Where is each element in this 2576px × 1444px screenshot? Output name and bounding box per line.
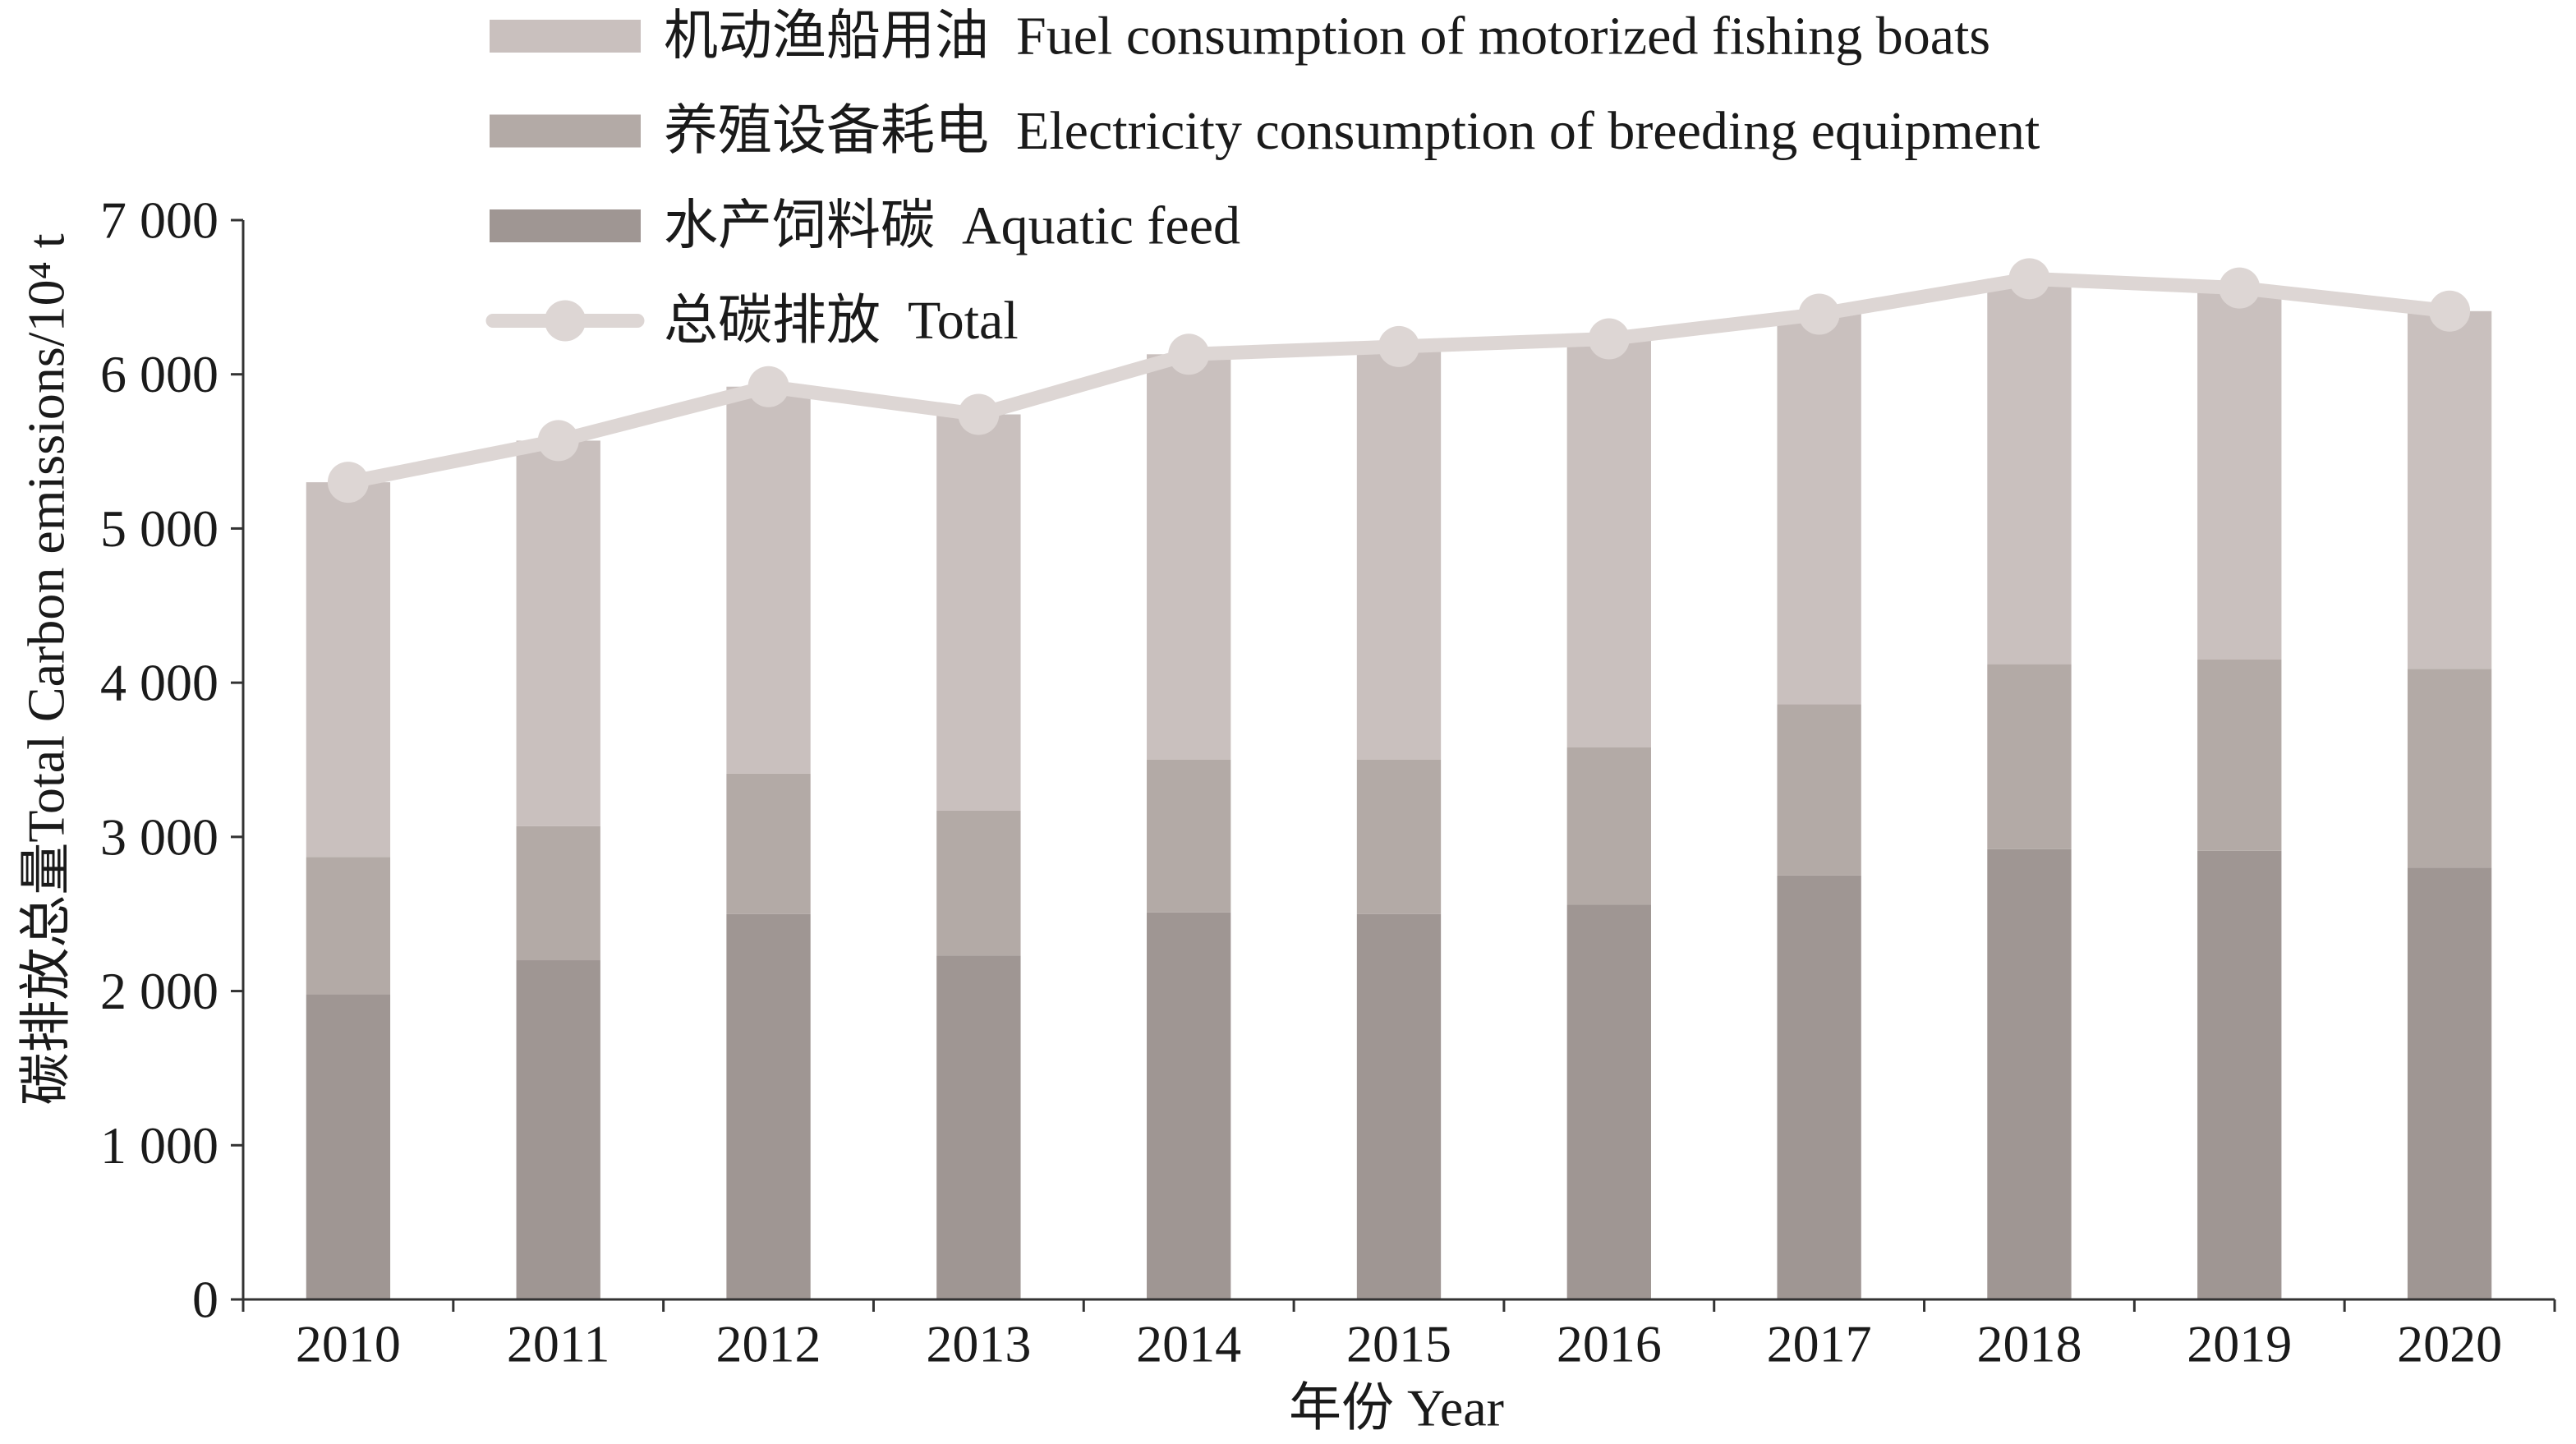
x-tick-label: 2015 xyxy=(1346,1315,1451,1373)
bar-electricity-2020 xyxy=(2407,669,2492,868)
bar-fuel-2016 xyxy=(1566,338,1651,747)
legend-label: 水产饲料碳 Aquatic feed xyxy=(664,196,1240,256)
bar-electricity-2019 xyxy=(2197,659,2282,851)
bar-aquatic-2015 xyxy=(1356,913,1442,1299)
y-tick-label: 2 000 xyxy=(100,962,218,1020)
total-marker-2016 xyxy=(1588,318,1630,360)
legend-item-total: 总碳排放 Total xyxy=(485,291,1019,351)
bar-electricity-2017 xyxy=(1777,704,1861,876)
bar-electricity-2015 xyxy=(1356,760,1442,914)
bar-electricity-2013 xyxy=(936,810,1021,956)
total-marker-2017 xyxy=(1798,293,1840,335)
legend-label: 总碳排放 Total xyxy=(664,291,1019,351)
x-tick-label: 2010 xyxy=(296,1315,401,1373)
bar-aquatic-2012 xyxy=(726,913,811,1299)
bar-fuel-2019 xyxy=(2197,287,2282,660)
bar-fuel-2017 xyxy=(1777,314,1861,705)
y-tick-label: 7 000 xyxy=(100,191,218,250)
bar-electricity-2011 xyxy=(516,825,600,961)
bar-aquatic-2010 xyxy=(306,994,391,1299)
bar-fuel-2010 xyxy=(306,482,391,858)
y-axis-title: 碳排放总量Total Carbon emissions/10⁴ t xyxy=(17,233,76,1106)
legend-marker xyxy=(545,300,586,342)
bar-electricity-2010 xyxy=(306,857,391,995)
axes xyxy=(242,220,2555,1301)
x-axis-ticks: 2010 2011 2012 2013 2014 2015 2016 2017 2018 2019… xyxy=(242,1299,2556,1373)
y-tick-label: 0 xyxy=(192,1271,218,1329)
legend: 机动渔船用油 Fuel consumption of motorized fis… xyxy=(485,7,2040,351)
bar-layer xyxy=(306,278,2492,1299)
total-marker-2012 xyxy=(748,366,789,407)
legend-label: 机动渔船用油 Fuel consumption of motorized fis… xyxy=(664,7,1990,67)
bar-aquatic-2017 xyxy=(1777,875,1861,1299)
total-marker-2020 xyxy=(2429,290,2471,332)
legend-swatch xyxy=(490,20,641,53)
total-marker-2018 xyxy=(2008,258,2050,300)
bar-electricity-2014 xyxy=(1147,760,1231,913)
bar-aquatic-2016 xyxy=(1566,904,1651,1299)
y-tick-label: 1 000 xyxy=(100,1116,218,1175)
bar-fuel-2011 xyxy=(516,440,600,826)
x-axis-title: 年份 Year xyxy=(1289,1379,1504,1437)
bar-fuel-2014 xyxy=(1147,354,1231,760)
x-tick-label: 2012 xyxy=(716,1315,821,1373)
x-tick-label: 2018 xyxy=(1976,1315,2082,1373)
bar-electricity-2016 xyxy=(1566,747,1651,905)
y-tick-label: 3 000 xyxy=(100,807,218,866)
bar-fuel-2015 xyxy=(1356,346,1442,760)
bar-fuel-2018 xyxy=(1987,278,2072,665)
legend-swatch xyxy=(490,209,641,242)
x-tick-label: 2013 xyxy=(926,1315,1031,1373)
x-tick-label: 2019 xyxy=(2187,1315,2292,1373)
total-marker-2013 xyxy=(958,393,1000,435)
total-marker-2015 xyxy=(1378,325,1419,367)
y-tick-label: 6 000 xyxy=(100,345,218,403)
total-marker-2010 xyxy=(327,462,369,504)
bar-aquatic-2019 xyxy=(2197,850,2282,1299)
total-marker-2014 xyxy=(1168,333,1210,375)
bar-aquatic-2014 xyxy=(1147,912,1231,1299)
bar-electricity-2012 xyxy=(726,773,811,914)
x-tick-label: 2020 xyxy=(2397,1315,2502,1373)
bar-aquatic-2011 xyxy=(516,960,600,1299)
legend-label: 养殖设备耗电 Electricity consumption of breedi… xyxy=(664,101,2040,161)
y-tick-label: 4 000 xyxy=(100,654,218,712)
x-tick-label: 2017 xyxy=(1767,1315,1872,1373)
bar-fuel-2020 xyxy=(2407,310,2492,669)
total-line-layer xyxy=(327,258,2471,504)
y-tick-label: 5 000 xyxy=(100,499,218,558)
total-marker-2019 xyxy=(2219,267,2261,309)
legend-item-aquatic: 水产饲料碳 Aquatic feed xyxy=(490,196,1240,256)
bar-electricity-2018 xyxy=(1987,664,2072,849)
bar-fuel-2012 xyxy=(726,386,811,774)
bar-aquatic-2013 xyxy=(936,955,1021,1299)
legend-item-electricity: 养殖设备耗电 Electricity consumption of breedi… xyxy=(490,101,2040,161)
legend-swatch xyxy=(490,114,641,148)
bar-aquatic-2018 xyxy=(1987,848,2072,1299)
y-axis-ticks: 0 1 000 2 000 3 000 4 000 5 000 6 000 7 000 xyxy=(100,191,243,1329)
legend-item-fuel: 机动渔船用油 Fuel consumption of motorized fis… xyxy=(490,7,1990,67)
x-tick-label: 2011 xyxy=(507,1315,610,1373)
x-tick-label: 2014 xyxy=(1136,1315,1241,1373)
total-marker-2011 xyxy=(537,420,579,462)
bar-aquatic-2020 xyxy=(2407,867,2492,1299)
bar-fuel-2013 xyxy=(936,414,1021,811)
x-tick-label: 2016 xyxy=(1557,1315,1662,1373)
